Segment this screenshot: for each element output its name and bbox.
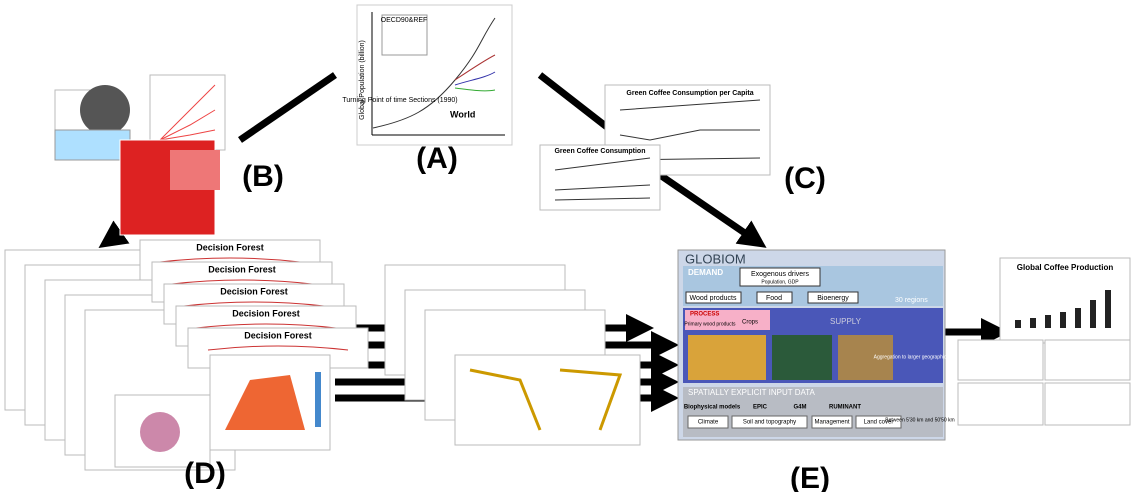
model-name: EPIC <box>753 405 768 411</box>
arrow <box>660 175 755 240</box>
panel-b <box>55 75 225 235</box>
card-title: Decision Forest <box>232 308 300 318</box>
section-title: SPATIALLY EXPLICIT INPUT DATA <box>688 388 816 397</box>
inset-title: OECD90&REF <box>381 17 428 24</box>
box-label: Population, GDP <box>761 279 799 285</box>
box-label: Aggregation to larger geographical units <box>874 354 963 360</box>
chart-title: Green Coffee Consumption <box>554 148 645 155</box>
card-title: Decision Forest <box>244 330 312 340</box>
input-label: Climate <box>698 420 719 426</box>
figure: OECD90&REF Global Population (billion) T… <box>0 0 1134 492</box>
panel-d: Decision Forest Decision Forest Decision F… <box>5 240 368 470</box>
box-label: Crops <box>742 320 758 326</box>
model-name: RUMINANT <box>829 405 861 411</box>
panel-label: (E) <box>790 462 830 492</box>
section-title: SUPPLY <box>830 317 862 326</box>
chart-title: Green Coffee Consumption per Capita <box>626 90 753 97</box>
panel-label: (B) <box>242 160 284 193</box>
box-label: Food <box>766 295 782 302</box>
box-label: Primary wood products <box>684 321 736 327</box>
section-title: PROCESS <box>690 312 719 318</box>
panel-subtitle: World <box>450 109 475 119</box>
box-label: Exogenous drivers <box>751 271 809 278</box>
input-label: Management <box>814 420 849 426</box>
card-title: Decision Forest <box>208 264 276 274</box>
box-label: Wood products <box>690 295 737 302</box>
box-label: 30 regions <box>895 297 928 304</box>
input-label: Soil and topography <box>743 420 796 426</box>
chart-title: Global Coffee Production <box>1017 263 1114 272</box>
arrow <box>240 75 335 140</box>
panel-label: (C) <box>784 162 826 195</box>
model-name: Biophysical models <box>684 405 741 411</box>
note: Turning Point of time Sections (1990) <box>342 97 457 104</box>
panel-label: (D) <box>184 457 226 490</box>
maps <box>385 265 640 445</box>
section-title: DEMAND <box>688 268 723 277</box>
model-title: GLOBIOM <box>685 251 746 266</box>
axis-label: Global Population (billion) <box>359 40 366 120</box>
globiom: GLOBIOM DEMAND Exogenous drivers Populat… <box>678 250 963 440</box>
card-title: Decision Forest <box>220 286 288 296</box>
panel-e: Global Coffee Production <box>958 258 1130 425</box>
model-name: G4M <box>793 405 806 411</box>
box-label: Between 5'30 km and 50'50 km <box>885 417 954 423</box>
panel-label: (A) <box>416 142 458 175</box>
card-title: Decision Forest <box>196 242 264 252</box>
panel-a: OECD90&REF Global Population (billion) T… <box>342 5 512 145</box>
box-label: Bioenergy <box>817 295 849 302</box>
